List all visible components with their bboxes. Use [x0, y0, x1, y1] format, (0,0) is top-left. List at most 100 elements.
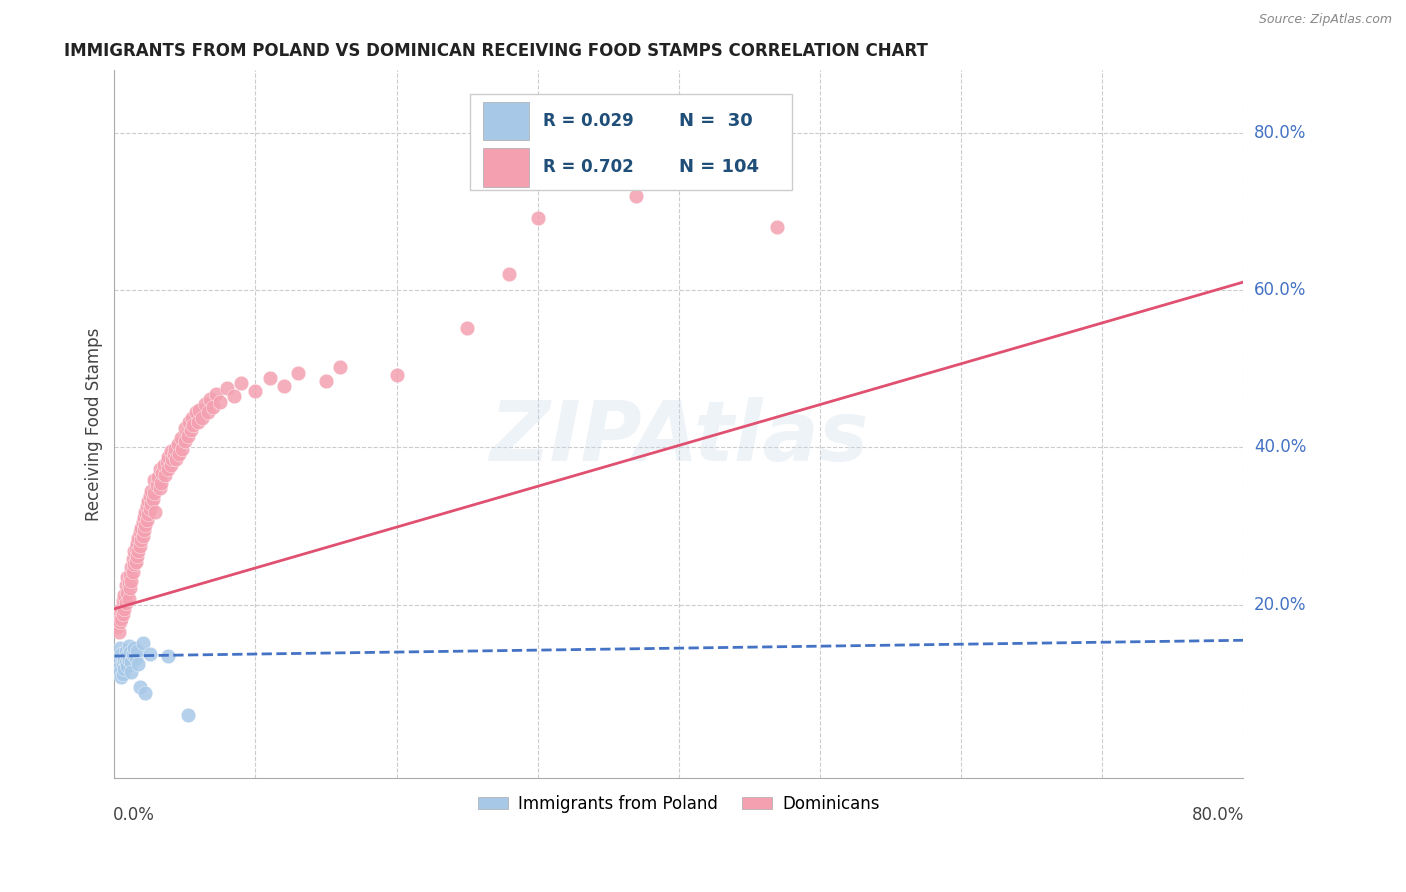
- Point: [131, 635, 153, 649]
- Point: [160, 458, 183, 472]
- Point: [157, 462, 180, 476]
- Point: [142, 486, 165, 500]
- Point: [146, 470, 169, 484]
- Point: [110, 612, 132, 626]
- Point: [112, 653, 135, 667]
- Point: [136, 508, 159, 522]
- Text: R = 0.029: R = 0.029: [543, 112, 634, 130]
- Point: [122, 641, 145, 656]
- Point: [115, 648, 138, 663]
- Point: [114, 643, 136, 657]
- Point: [112, 662, 135, 676]
- Point: [108, 615, 131, 629]
- Point: [155, 454, 177, 468]
- Point: [194, 397, 217, 411]
- Point: [148, 462, 170, 476]
- Point: [111, 594, 134, 608]
- Point: [105, 653, 128, 667]
- Point: [162, 452, 184, 467]
- Point: [125, 643, 148, 657]
- Point: [114, 578, 136, 592]
- Point: [217, 381, 239, 395]
- Point: [112, 601, 135, 615]
- FancyBboxPatch shape: [470, 95, 792, 190]
- Point: [107, 609, 129, 624]
- Point: [122, 557, 145, 571]
- Point: [124, 651, 146, 665]
- Point: [766, 220, 789, 235]
- Point: [120, 665, 142, 679]
- Point: [122, 544, 145, 558]
- Point: [200, 392, 222, 406]
- Point: [115, 586, 138, 600]
- Point: [142, 474, 165, 488]
- Point: [134, 686, 156, 700]
- Point: [127, 544, 149, 558]
- Point: [157, 450, 180, 464]
- Point: [120, 655, 142, 669]
- Point: [145, 478, 167, 492]
- Point: [165, 442, 187, 456]
- Point: [118, 581, 141, 595]
- Point: [166, 452, 188, 467]
- Point: [118, 568, 141, 582]
- Point: [498, 267, 520, 281]
- Point: [125, 549, 148, 563]
- Point: [121, 647, 143, 661]
- Point: [111, 667, 134, 681]
- Point: [202, 400, 225, 414]
- Point: [131, 528, 153, 542]
- Point: [115, 570, 138, 584]
- Point: [191, 410, 214, 425]
- Point: [124, 555, 146, 569]
- Point: [174, 421, 197, 435]
- Point: [157, 648, 180, 663]
- Point: [138, 501, 160, 516]
- Point: [114, 596, 136, 610]
- Point: [385, 368, 408, 382]
- Point: [108, 641, 131, 656]
- Point: [197, 405, 219, 419]
- Point: [231, 376, 253, 390]
- Point: [127, 657, 149, 671]
- Point: [143, 505, 166, 519]
- Point: [110, 670, 132, 684]
- Point: [129, 533, 152, 548]
- Point: [108, 665, 131, 679]
- Legend: Immigrants from Poland, Dominicans: Immigrants from Poland, Dominicans: [471, 788, 887, 819]
- Point: [128, 539, 150, 553]
- Point: [187, 415, 209, 429]
- Point: [115, 659, 138, 673]
- Point: [152, 458, 174, 472]
- Point: [121, 552, 143, 566]
- Point: [129, 521, 152, 535]
- Text: Source: ZipAtlas.com: Source: ZipAtlas.com: [1258, 13, 1392, 27]
- Point: [134, 517, 156, 532]
- Point: [139, 483, 162, 498]
- Text: IMMIGRANTS FROM POLAND VS DOMINICAN RECEIVING FOOD STAMPS CORRELATION CHART: IMMIGRANTS FROM POLAND VS DOMINICAN RECE…: [63, 42, 928, 60]
- Text: 60.0%: 60.0%: [1254, 281, 1306, 299]
- Point: [148, 481, 170, 495]
- Point: [181, 410, 204, 425]
- Point: [128, 525, 150, 540]
- Point: [121, 565, 143, 579]
- Point: [170, 431, 193, 445]
- Point: [205, 387, 228, 401]
- Point: [273, 379, 295, 393]
- Point: [108, 604, 131, 618]
- Point: [287, 366, 309, 380]
- Point: [117, 653, 139, 667]
- Point: [186, 405, 208, 419]
- Point: [139, 497, 162, 511]
- Point: [118, 645, 141, 659]
- Point: [163, 447, 186, 461]
- Point: [456, 320, 478, 334]
- Point: [114, 655, 136, 669]
- Point: [128, 681, 150, 695]
- Point: [117, 575, 139, 590]
- Text: N =  30: N = 30: [679, 112, 752, 130]
- Point: [315, 374, 337, 388]
- Point: [180, 423, 202, 437]
- Point: [120, 574, 142, 589]
- Point: [149, 475, 172, 490]
